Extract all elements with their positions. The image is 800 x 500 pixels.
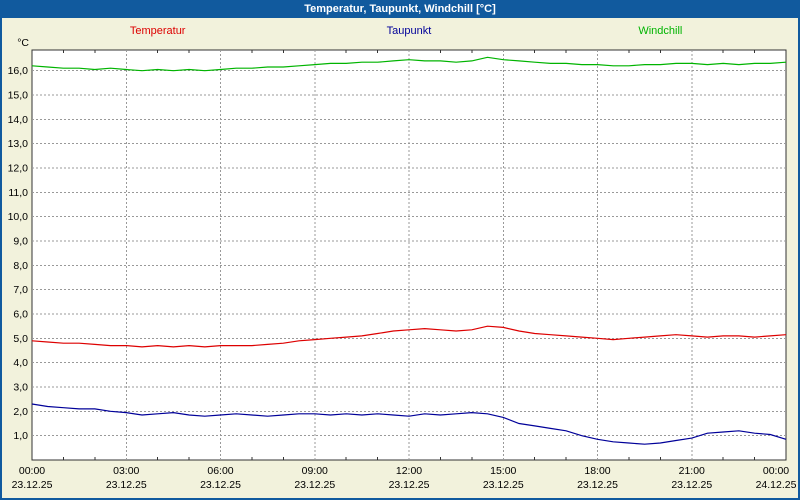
y-tick-label: 5,0 bbox=[13, 333, 28, 345]
y-tick-label: 14,0 bbox=[8, 114, 29, 126]
y-tick-label: 10,0 bbox=[8, 211, 29, 223]
legend-taupunkt: Taupunkt bbox=[386, 25, 432, 37]
legend-temperatur: Temperatur bbox=[129, 25, 186, 37]
x-tick-date-label: 23.12.25 bbox=[483, 479, 524, 491]
chart-legend: Temperatur Taupunkt Windchill bbox=[0, 25, 800, 39]
y-tick-label: 2,0 bbox=[13, 406, 28, 418]
y-tick-label: 9,0 bbox=[13, 236, 28, 248]
x-tick-time-label: 18:00 bbox=[584, 465, 610, 477]
y-tick-label: 6,0 bbox=[13, 309, 28, 321]
x-tick-date-label: 23.12.25 bbox=[12, 479, 53, 491]
y-tick-label: 7,0 bbox=[13, 284, 28, 296]
y-tick-label: 11,0 bbox=[8, 187, 28, 199]
x-tick-time-label: 09:00 bbox=[302, 465, 328, 477]
y-tick-label: 3,0 bbox=[13, 382, 28, 394]
y-axis-unit-label: °C bbox=[17, 37, 29, 49]
x-tick-date-label: 23.12.25 bbox=[106, 479, 147, 491]
x-tick-time-label: 21:00 bbox=[679, 465, 705, 477]
x-tick-time-label: 00:00 bbox=[19, 465, 45, 477]
y-tick-label: 15,0 bbox=[8, 90, 29, 102]
x-tick-time-label: 06:00 bbox=[207, 465, 233, 477]
x-tick-date-label: 24.12.25 bbox=[756, 479, 797, 491]
series-taupunkt-line bbox=[31, 403, 787, 445]
x-tick-date-label: 23.12.25 bbox=[577, 479, 618, 491]
x-tick-time-label: 12:00 bbox=[396, 465, 422, 477]
window-titlebar: Temperatur, Taupunkt, Windchill [°C] bbox=[0, 0, 800, 18]
y-tick-label: 16,0 bbox=[8, 65, 29, 77]
y-tick-label: 4,0 bbox=[13, 357, 28, 369]
x-tick-date-label: 23.12.25 bbox=[671, 479, 712, 491]
y-tick-label: 12,0 bbox=[8, 163, 29, 175]
window-title: Temperatur, Taupunkt, Windchill [°C] bbox=[304, 3, 496, 15]
series-temperatur-line bbox=[31, 325, 787, 348]
y-tick-label: 1,0 bbox=[13, 430, 28, 442]
y-tick-label: 8,0 bbox=[13, 260, 28, 272]
x-tick-time-label: 00:00 bbox=[763, 465, 789, 477]
x-tick-date-label: 23.12.25 bbox=[389, 479, 430, 491]
y-tick-label: 13,0 bbox=[8, 138, 29, 150]
legend-windchill: Windchill bbox=[638, 25, 683, 37]
x-tick-date-label: 23.12.25 bbox=[200, 479, 241, 491]
x-tick-time-label: 03:00 bbox=[113, 465, 139, 477]
x-tick-time-label: 15:00 bbox=[490, 465, 516, 477]
series-windchill-line bbox=[31, 56, 787, 72]
x-tick-date-label: 23.12.25 bbox=[294, 479, 335, 491]
